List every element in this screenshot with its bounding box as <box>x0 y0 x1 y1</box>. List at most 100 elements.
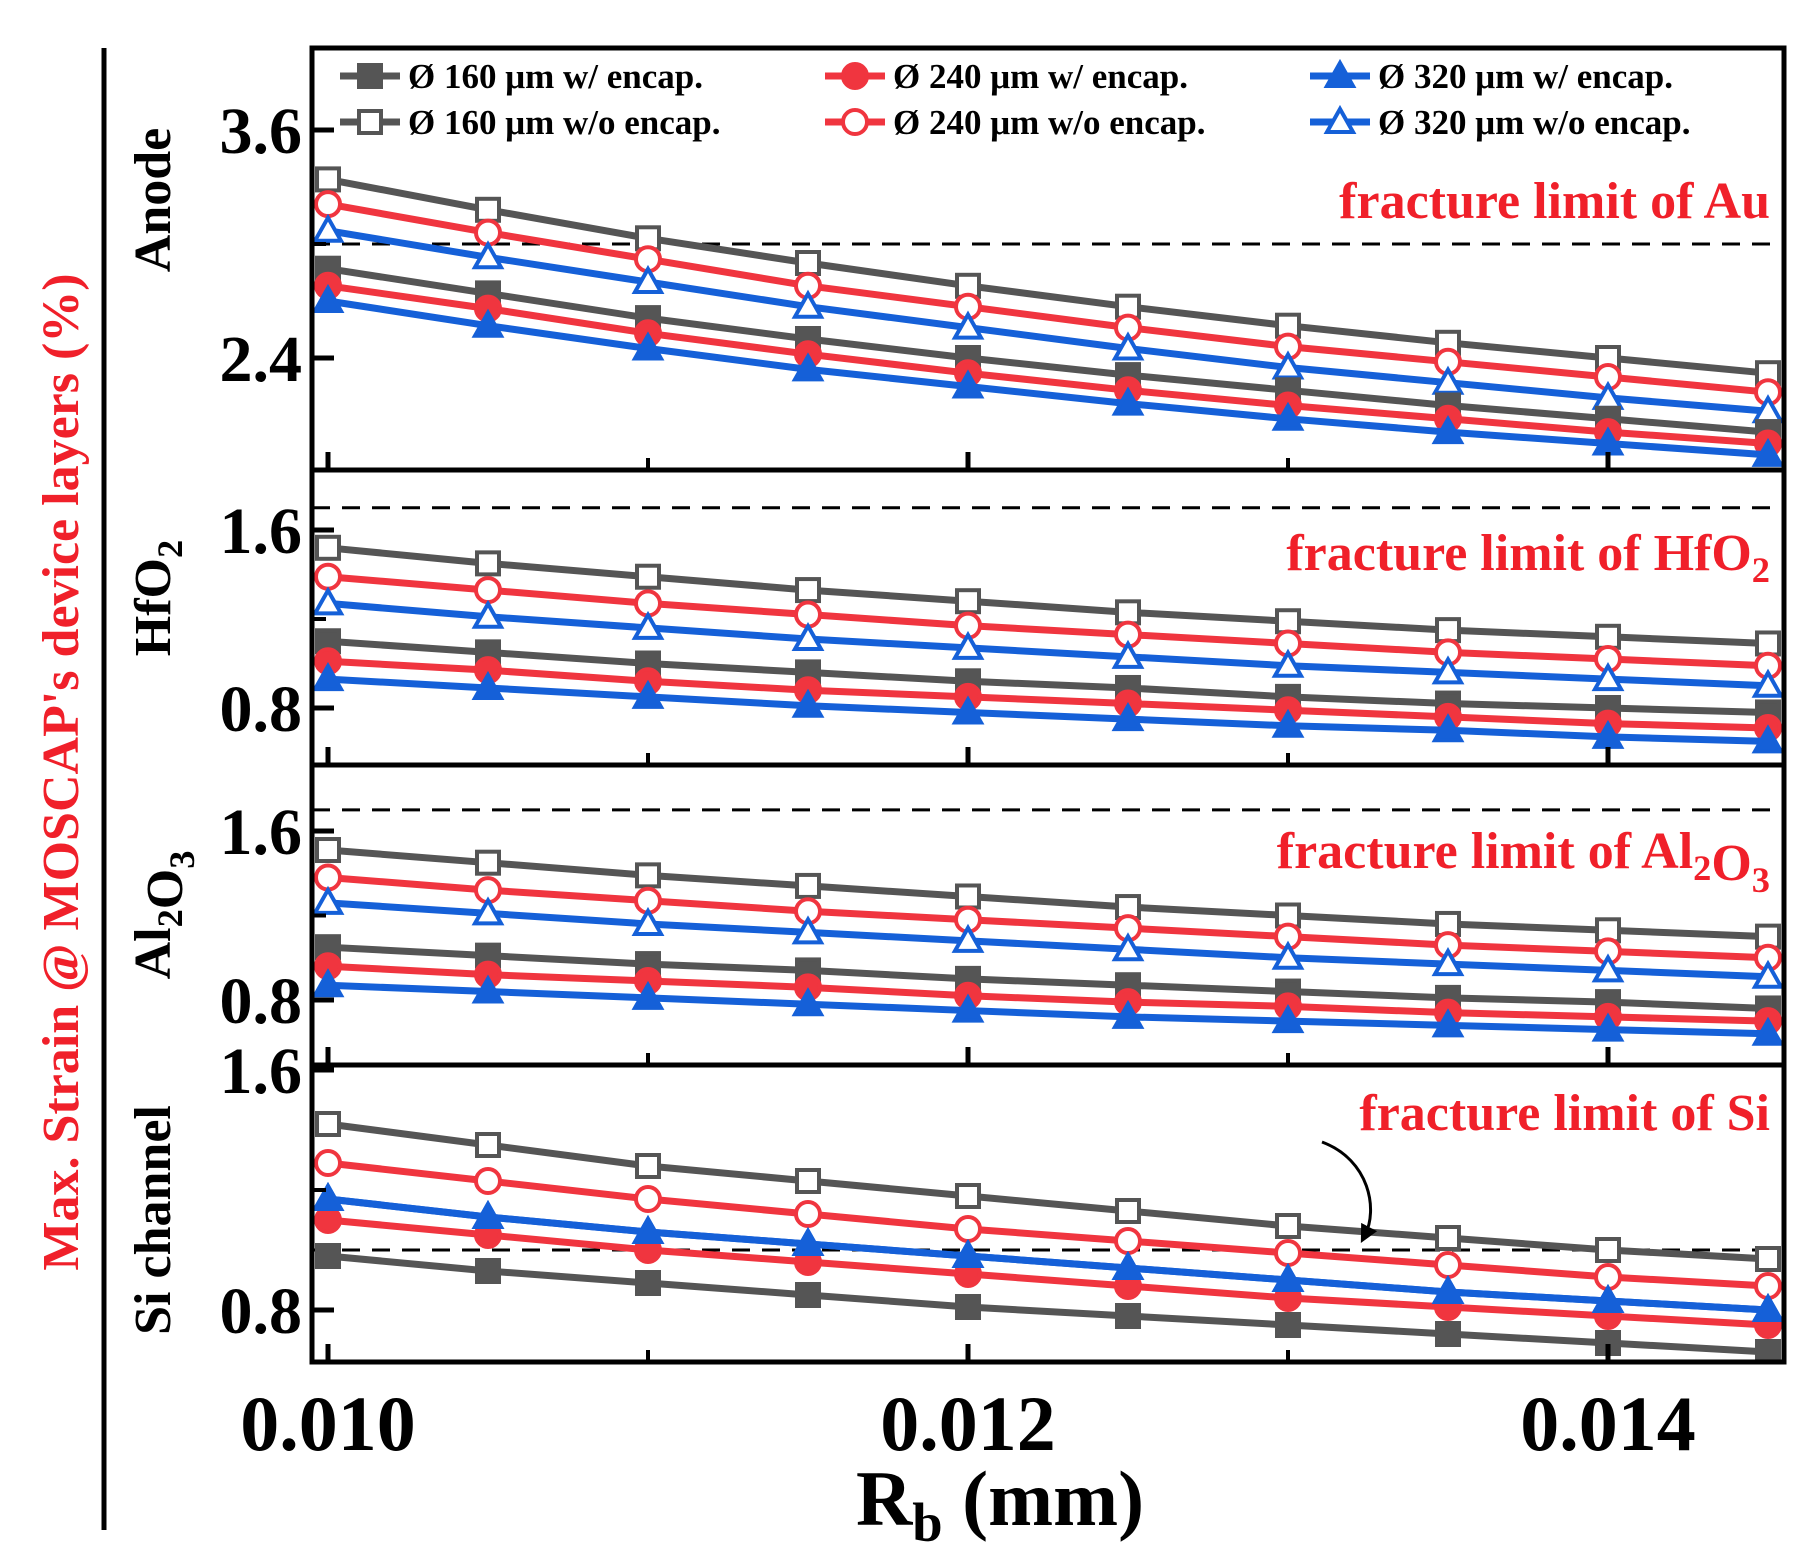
data-point-d320_w <box>312 662 345 692</box>
fracture-limit-label: fracture limit of Al2O3 <box>1277 823 1770 900</box>
legend-entry-d160_w: Ø 160 μm w/ encap. <box>340 57 703 96</box>
series-line-d160_wo <box>327 846 1769 941</box>
y-tick-label: 2.4 <box>220 323 303 396</box>
panel-si-channel: 1.6 0.8 Si channel fracture limit of Si <box>125 1035 1787 1365</box>
data-point-d240_wo <box>314 190 342 219</box>
data-point-d320_wo <box>1431 655 1465 685</box>
legend-marker <box>841 62 869 90</box>
y-tick-label: 3.6 <box>220 95 303 168</box>
data-point-d320_wo <box>1751 668 1784 698</box>
fracture-limit-label: fracture limit of HfO2 <box>1286 525 1770 590</box>
series-line-d240_w <box>327 1216 1769 1329</box>
data-point-d240_wo <box>1274 1239 1302 1267</box>
data-point-d320_w <box>471 670 505 700</box>
data-point-d320_w <box>471 308 505 338</box>
data-point-d320_w <box>1431 1274 1465 1304</box>
panel-frame <box>309 1062 1787 1365</box>
data-point-d160_wo <box>315 1111 341 1137</box>
series-line-d240_w <box>327 657 1769 732</box>
legend-entry-d160_wo: Ø 160 μm w/o encap. <box>340 103 720 142</box>
series-line-d320_w <box>327 1195 1769 1314</box>
data-point-d320_wo <box>1751 959 1784 989</box>
legend-label: Ø 240 μm w/ encap. <box>893 57 1188 96</box>
series-line-d320_wo <box>327 599 1769 690</box>
data-point-d320_w <box>951 369 985 399</box>
legend-label: Ø 160 μm w/ encap. <box>408 57 703 96</box>
data-point-d320_w <box>1591 1012 1625 1042</box>
data-point-d160_wo <box>475 1132 501 1158</box>
y-tick-label: 0.8 <box>220 673 303 746</box>
data-point-d320_w <box>1591 1283 1625 1313</box>
fracture-limit-label: fracture limit of Au <box>1339 173 1770 230</box>
data-point-d320_wo <box>312 213 345 243</box>
series-line-d160_w <box>327 637 1769 716</box>
series-line-d240_w <box>327 962 1769 1025</box>
data-point-d320_wo <box>312 885 345 915</box>
data-point-d320_wo <box>951 630 985 660</box>
data-point-d160_wo <box>1115 1198 1141 1224</box>
data-point-d320_w <box>1111 702 1145 732</box>
data-point-d320_w <box>951 993 985 1023</box>
hfo2-label: HfO2 <box>125 540 190 656</box>
data-point-d160_wo <box>1595 623 1621 650</box>
data-point-d320_w <box>1751 437 1784 467</box>
data-point-d160_wo <box>635 862 661 889</box>
legend-label: Ø 160 μm w/o encap. <box>408 103 720 142</box>
data-point-d320_w <box>631 679 665 709</box>
data-point-d160_w <box>1435 1321 1461 1347</box>
data-point-d240_w <box>314 1206 342 1234</box>
x-axis-title: Rb (mm) <box>856 1455 1144 1544</box>
data-point-d320_w <box>1431 1008 1465 1038</box>
series-line-d240_w <box>327 282 1769 447</box>
y-tick-label: 1.6 <box>220 495 303 568</box>
y-tick-label: 0.8 <box>220 1275 303 1348</box>
data-point-d160_wo <box>795 250 821 276</box>
data-point-d160_wo <box>1275 1213 1301 1239</box>
series-line-d320_w <box>327 981 1769 1038</box>
legend-entry-d240_wo: Ø 240 μm w/o encap. <box>825 103 1205 142</box>
fracture-arrow <box>1321 1140 1378 1243</box>
data-point-d240_wo <box>474 576 502 605</box>
legend-entry-d240_w: Ø 240 μm w/ encap. <box>825 57 1188 96</box>
data-point-d160_w <box>1275 1312 1301 1338</box>
data-point-d160_w <box>635 1270 661 1296</box>
data-point-d320_wo <box>1111 639 1145 669</box>
data-point-d160_wo <box>955 588 981 615</box>
x-tick-label: 0.014 <box>1520 1380 1696 1467</box>
data-point-d320_wo <box>631 610 665 640</box>
data-point-d320_wo <box>791 915 825 945</box>
data-point-d320_wo <box>1271 940 1305 970</box>
series-line-d240_wo <box>327 200 1769 396</box>
data-point-d320_w <box>1751 1016 1784 1046</box>
y-tick-label: 0.8 <box>220 965 303 1038</box>
data-point-d320_w <box>312 1181 345 1211</box>
data-point-d320_w <box>1751 1292 1784 1322</box>
data-point-d160_w <box>1755 1339 1781 1362</box>
data-point-d160_wo <box>635 563 661 590</box>
y-tick-label: 1.6 <box>220 796 303 869</box>
series-line-d160_w <box>327 943 1769 1012</box>
data-point-d320_w <box>791 688 825 718</box>
series-line-d160_w <box>327 1252 1769 1356</box>
data-point-d320_w <box>791 1226 825 1256</box>
data-point-d320_wo <box>471 240 505 270</box>
legend-entry-d320_wo: Ø 320 μm w/o encap. <box>1310 103 1690 142</box>
data-point-d160_w <box>315 1243 341 1269</box>
data-point-d240_wo <box>794 1200 822 1228</box>
data-point-d160_wo <box>795 872 821 899</box>
data-point-d320_wo <box>1111 932 1145 962</box>
series-line-d320_w <box>327 675 1769 745</box>
data-point-d320_w <box>1591 719 1625 749</box>
data-point-d160_wo <box>1275 608 1301 635</box>
series-line-d240_wo <box>327 573 1769 670</box>
data-point-d320_w <box>951 695 985 725</box>
data-point-d320_w <box>1111 386 1145 416</box>
legend-marker <box>841 108 869 136</box>
legend-entry-d320_w: Ø 320 μm w/ encap. <box>1310 57 1673 96</box>
data-point-d320_w <box>471 1199 505 1229</box>
data-point-d320_wo <box>791 621 825 652</box>
series-line-d320_wo <box>327 227 1769 415</box>
data-point-d160_wo <box>475 849 501 876</box>
series-line-d160_wo <box>327 1120 1769 1263</box>
